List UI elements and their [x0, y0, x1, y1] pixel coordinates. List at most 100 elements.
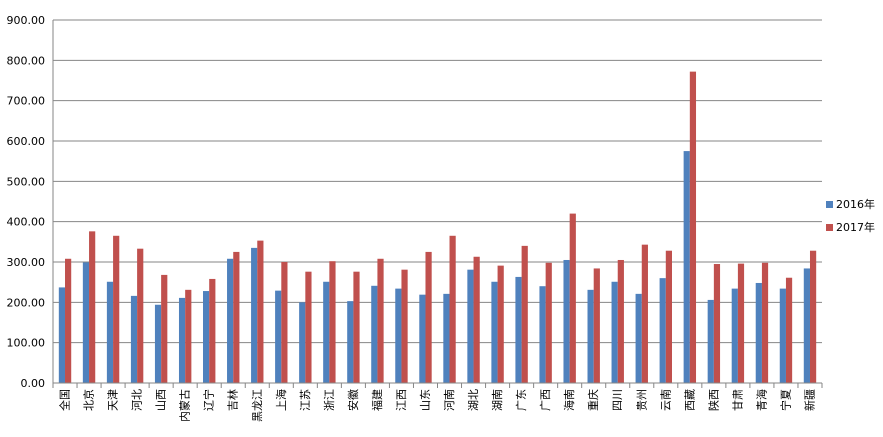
y-tick-label: 500.00	[7, 175, 46, 188]
y-axis-ticks: 0.00 100.00 200.00 300.00 400.00 500.00 600.00…	[7, 14, 46, 390]
x-category-label: 海南	[562, 389, 576, 411]
bar-series2-11	[329, 261, 336, 383]
bar-series2-20	[545, 262, 552, 383]
bar-series1-18	[491, 281, 498, 383]
bar-series2-5	[185, 289, 192, 383]
bar-series1-7	[227, 258, 234, 383]
x-category-label: 黑龙江	[251, 389, 264, 422]
bar-series2-6	[209, 278, 216, 383]
x-category-label: 天津	[107, 389, 120, 411]
bar-series1-2	[106, 281, 114, 383]
bar-series1-5	[178, 297, 186, 383]
bar-series1-10	[299, 302, 306, 383]
y-tick-label: 200.00	[7, 296, 46, 309]
x-category-label: 西藏	[683, 389, 696, 411]
bar-series2-3	[137, 248, 144, 383]
bar-series1-0	[58, 287, 66, 383]
bar-series1-26	[683, 151, 690, 383]
bar-series2-25	[665, 250, 672, 383]
y-tick-label: 100.00	[7, 337, 46, 350]
bar-series1-27	[707, 299, 714, 383]
x-category-label: 浙江	[323, 389, 336, 411]
bar-series1-21	[563, 259, 570, 383]
x-category-label: 河北	[131, 389, 144, 411]
x-category-label: 全国	[58, 389, 72, 411]
x-category-label: 贵州	[635, 389, 648, 411]
bar-series1-12	[347, 301, 354, 383]
y-tick-label: 0.00	[21, 377, 46, 390]
x-category-label: 广东	[515, 389, 528, 411]
bar-series2-12	[353, 271, 360, 383]
axes	[52, 20, 823, 388]
bar-series2-21	[569, 213, 576, 383]
x-category-label: 江苏	[299, 389, 312, 411]
x-category-label: 甘肃	[731, 389, 744, 411]
x-category-label: 内蒙古	[178, 389, 192, 422]
y-tick-label: 300.00	[7, 256, 46, 269]
x-category-label: 北京	[82, 389, 96, 411]
x-category-label: 江西	[395, 389, 408, 411]
legend-swatch	[826, 201, 833, 208]
bar-series2-15	[425, 251, 432, 383]
bar-series2-28	[737, 263, 745, 383]
bar-series2-4	[161, 274, 168, 383]
bar-series2-22	[593, 268, 600, 383]
bars	[58, 71, 817, 384]
x-category-label: 湖南	[491, 389, 504, 411]
bar-series1-3	[130, 295, 138, 383]
bar-series1-20	[539, 286, 546, 383]
x-category-label: 广西	[539, 389, 552, 411]
x-category-label: 湖北	[467, 389, 480, 411]
bar-series2-9	[281, 262, 288, 383]
bar-series1-6	[203, 291, 210, 383]
bar-series2-23	[617, 259, 624, 383]
bar-series2-30	[785, 277, 793, 383]
x-category-label: 山西	[155, 389, 168, 411]
bar-series1-24	[635, 293, 642, 383]
x-category-label: 云南	[659, 389, 672, 411]
x-category-label: 新疆	[803, 389, 817, 411]
y-tick-label: 400.00	[7, 216, 46, 229]
x-axis-categories: 全国 北京 天津 河北 山西 内蒙古 辽宁 吉林 黑龙江 上海 江苏 浙江 安徽 福建 江西 山东 河南 湖北 湖南…	[58, 389, 817, 422]
bar-series2-8	[257, 240, 264, 383]
bar-series1-9	[275, 290, 282, 383]
legend: 2016年 2017年	[826, 197, 875, 234]
y-tick-label: 800.00	[7, 54, 46, 67]
bar-series1-8	[251, 247, 258, 383]
bar-series2-7	[233, 251, 240, 383]
bar-series1-17	[467, 269, 474, 383]
bar-series2-24	[641, 244, 648, 383]
bar-series1-11	[323, 281, 330, 383]
x-category-label: 青海	[754, 389, 768, 411]
x-category-label: 辽宁	[202, 389, 216, 411]
bar-series2-13	[377, 258, 384, 383]
bar-series1-29	[755, 282, 762, 383]
x-category-label: 四川	[611, 389, 624, 411]
y-tick-label: 600.00	[7, 135, 46, 148]
bar-series2-27	[713, 264, 721, 383]
legend-label: 2016年	[836, 197, 875, 211]
x-category-label: 上海	[274, 389, 288, 411]
bar-series2-18	[497, 265, 504, 383]
bar-series1-4	[154, 304, 162, 383]
bar-series1-22	[587, 289, 594, 383]
x-category-label: 陕西	[706, 389, 720, 411]
y-tick-label: 700.00	[7, 95, 46, 108]
bar-series2-14	[401, 269, 408, 383]
x-category-label: 安徽	[346, 389, 360, 411]
bar-series2-16	[449, 235, 456, 383]
bar-series1-30	[779, 288, 786, 383]
bar-series2-10	[305, 271, 312, 383]
x-category-label: 吉林	[226, 389, 240, 411]
bar-series2-29	[761, 262, 769, 383]
bar-series1-14	[395, 288, 402, 383]
gridlines	[53, 19, 822, 344]
bar-series2-31	[809, 250, 817, 383]
bar-series1-15	[419, 294, 426, 383]
x-category-label: 宁夏	[779, 389, 793, 411]
x-category-label: 河南	[443, 389, 456, 411]
bar-series2-2	[113, 235, 120, 383]
bar-series2-17	[473, 256, 480, 383]
bar-series1-31	[803, 268, 810, 383]
